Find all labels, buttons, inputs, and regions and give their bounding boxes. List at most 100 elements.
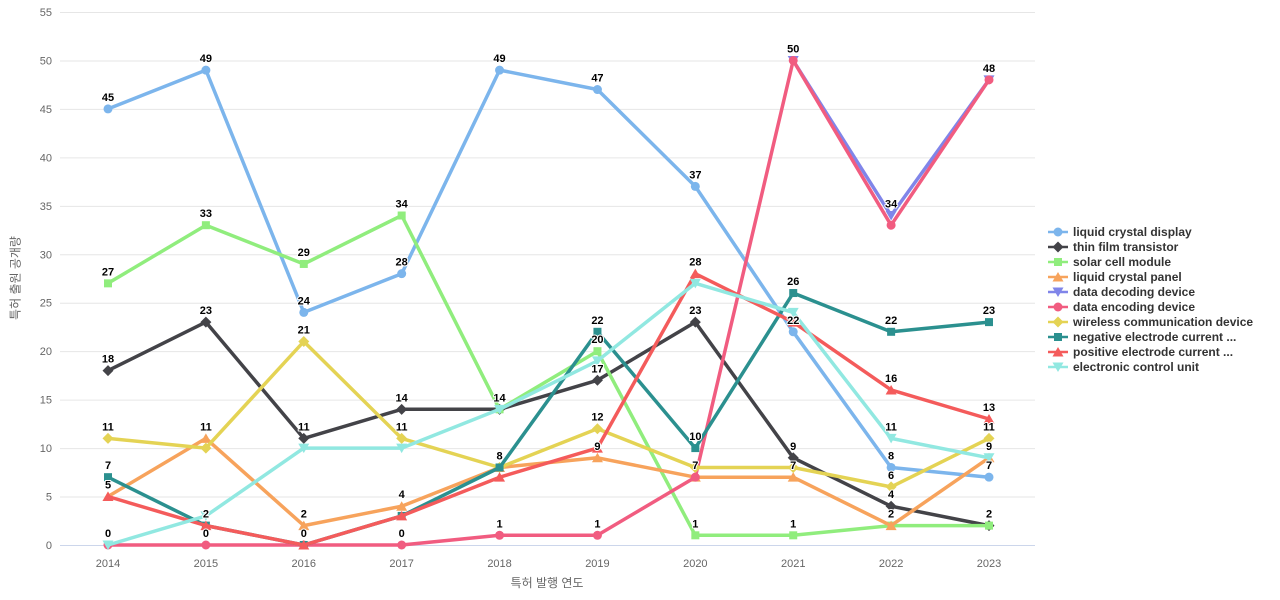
marker-positive-electrode-current-2023[interactable]: [983, 414, 995, 424]
marker-positive-electrode-current-2021[interactable]: [787, 317, 799, 327]
series-line-positive-electrode-current[interactable]: [106, 271, 991, 547]
marker-solar-cell-module-2017[interactable]: [397, 211, 406, 220]
marker-liquid-crystal-panel-2015[interactable]: [200, 433, 212, 443]
marker-negative-electrode-current-2020[interactable]: [691, 444, 700, 453]
marker-positive-electrode-current-2018[interactable]: [494, 472, 506, 482]
series-line-electronic-control-unit[interactable]: [106, 281, 991, 547]
marker-solar-cell-module-2014[interactable]: [104, 279, 112, 288]
marker-liquid-crystal-display-2023[interactable]: [984, 472, 994, 482]
series-line-wireless-communication-device[interactable]: [106, 339, 991, 489]
marker-positive-electrode-current-2016[interactable]: [298, 540, 310, 550]
series-line-liquid-crystal-panel[interactable]: [106, 436, 991, 528]
marker-liquid-crystal-display-2015[interactable]: [201, 65, 211, 75]
legend-symbol-square[interactable]: [1054, 257, 1062, 266]
marker-liquid-crystal-panel-2019[interactable]: [591, 452, 603, 463]
legend-symbol-triangle-down[interactable]: [1052, 287, 1064, 297]
marker-thin-film-transistor-2021[interactable]: [787, 452, 799, 464]
marker-negative-electrode-current-2019[interactable]: [593, 327, 602, 336]
marker-wireless-communication-device-2014[interactable]: [102, 432, 114, 444]
legend-item-negative-electrode-current[interactable]: negative electrode current ...: [1048, 329, 1253, 344]
marker-thin-film-transistor-2020[interactable]: [689, 316, 701, 328]
marker-positive-electrode-current-2015[interactable]: [200, 520, 212, 531]
marker-negative-electrode-current-2021[interactable]: [789, 289, 798, 298]
marker-data-encoding-device-2019[interactable]: [592, 530, 602, 540]
series-line-data-decoding-device[interactable]: [791, 58, 991, 218]
marker-wireless-communication-device-2023[interactable]: [983, 432, 995, 444]
marker-positive-electrode-current-2020[interactable]: [689, 268, 701, 279]
marker-negative-electrode-current-2014[interactable]: [104, 473, 112, 482]
legend-item-solar-cell-module[interactable]: solar cell module: [1048, 254, 1253, 269]
marker-thin-film-transistor-2019[interactable]: [591, 374, 603, 386]
legend-item-liquid-crystal-panel[interactable]: liquid crystal panel: [1048, 269, 1253, 284]
legend-symbol-diamond[interactable]: [1052, 316, 1064, 327]
marker-positive-electrode-current-2022[interactable]: [885, 384, 897, 395]
marker-wireless-communication-device-2016[interactable]: [298, 335, 310, 347]
legend-item-electronic-control-unit[interactable]: electronic control unit: [1048, 359, 1253, 374]
marker-wireless-communication-device-2022[interactable]: [885, 481, 897, 493]
marker-positive-electrode-current-2019[interactable]: [591, 443, 603, 453]
legend-item-positive-electrode-current[interactable]: positive electrode current ...: [1048, 344, 1253, 359]
marker-liquid-crystal-display-2018[interactable]: [495, 65, 505, 75]
marker-liquid-crystal-panel-2016[interactable]: [298, 520, 310, 531]
marker-thin-film-transistor-2017[interactable]: [396, 403, 408, 415]
series-line-thin-film-transistor[interactable]: [106, 320, 991, 528]
marker-data-encoding-device-2020[interactable]: [690, 472, 700, 482]
marker-data-encoding-device-2015[interactable]: [201, 540, 211, 550]
marker-solar-cell-module-2016[interactable]: [299, 259, 308, 268]
marker-electronic-control-unit-2020[interactable]: [689, 278, 701, 289]
marker-liquid-crystal-display-2019[interactable]: [592, 85, 602, 95]
marker-negative-electrode-current-2022[interactable]: [887, 327, 896, 336]
marker-electronic-control-unit-2021[interactable]: [787, 307, 799, 318]
marker-liquid-crystal-panel-2017[interactable]: [396, 501, 408, 511]
series-line-data-encoding-device[interactable]: [106, 58, 991, 547]
marker-data-encoding-device-2023[interactable]: [984, 75, 994, 85]
marker-solar-cell-module-2021[interactable]: [789, 531, 798, 540]
legend-symbol-circle[interactable]: [1053, 302, 1063, 311]
marker-electronic-control-unit-2023[interactable]: [983, 453, 995, 463]
marker-liquid-crystal-panel-2022[interactable]: [885, 520, 897, 531]
marker-thin-film-transistor-2022[interactable]: [885, 500, 897, 512]
legend-symbol-triangle[interactable]: [1052, 271, 1064, 282]
marker-electronic-control-unit-2019[interactable]: [591, 356, 603, 366]
marker-solar-cell-module-2019[interactable]: [593, 347, 602, 356]
legend-item-data-encoding-device[interactable]: data encoding device: [1048, 299, 1253, 314]
marker-liquid-crystal-display-2020[interactable]: [690, 181, 700, 191]
marker-liquid-crystal-display-2014[interactable]: [103, 104, 113, 114]
marker-thin-film-transistor-2014[interactable]: [102, 365, 114, 377]
marker-positive-electrode-current-2014[interactable]: [102, 491, 114, 502]
marker-thin-film-transistor-2016[interactable]: [298, 432, 310, 444]
marker-liquid-crystal-display-2021[interactable]: [788, 327, 798, 337]
series-line-solar-cell-module[interactable]: [106, 213, 991, 538]
marker-wireless-communication-device-2015[interactable]: [200, 442, 212, 454]
legend-symbol-triangle-down[interactable]: [1052, 362, 1064, 372]
marker-electronic-control-unit-2017[interactable]: [396, 443, 408, 454]
legend-item-liquid-crystal-display[interactable]: liquid crystal display: [1048, 224, 1253, 239]
marker-solar-cell-module-2015[interactable]: [201, 221, 210, 230]
marker-electronic-control-unit-2022[interactable]: [885, 433, 897, 444]
marker-data-encoding-device-2021[interactable]: [788, 55, 798, 65]
marker-negative-electrode-current-2023[interactable]: [985, 318, 993, 327]
marker-data-decoding-device-2022[interactable]: [885, 211, 897, 221]
legend-symbol-square[interactable]: [1054, 332, 1062, 341]
legend-symbol-triangle[interactable]: [1052, 346, 1064, 357]
legend-symbol-circle[interactable]: [1053, 227, 1063, 236]
marker-negative-electrode-current-2018[interactable]: [495, 463, 504, 472]
marker-wireless-communication-device-2019[interactable]: [591, 423, 603, 435]
legend-symbol-diamond[interactable]: [1052, 241, 1064, 252]
marker-data-encoding-device-2018[interactable]: [495, 530, 505, 540]
marker-wireless-communication-device-2021[interactable]: [787, 461, 799, 473]
legend-item-wireless-communication-device[interactable]: wireless communication device: [1048, 314, 1253, 329]
marker-liquid-crystal-panel-2021[interactable]: [787, 472, 799, 482]
marker-solar-cell-module-2023[interactable]: [985, 521, 993, 530]
marker-electronic-control-unit-2018[interactable]: [494, 404, 506, 415]
marker-wireless-communication-device-2017[interactable]: [396, 432, 408, 444]
marker-electronic-control-unit-2015[interactable]: [200, 511, 212, 521]
marker-liquid-crystal-display-2016[interactable]: [299, 307, 309, 317]
marker-data-encoding-device-2022[interactable]: [886, 220, 896, 230]
legend-item-thin-film-transistor[interactable]: thin film transistor: [1048, 239, 1253, 254]
legend-item-data-decoding-device[interactable]: data decoding device: [1048, 284, 1253, 299]
marker-electronic-control-unit-2014[interactable]: [102, 540, 114, 551]
marker-liquid-crystal-display-2017[interactable]: [397, 269, 407, 279]
marker-positive-electrode-current-2017[interactable]: [396, 510, 408, 521]
marker-wireless-communication-device-2020[interactable]: [689, 461, 701, 473]
